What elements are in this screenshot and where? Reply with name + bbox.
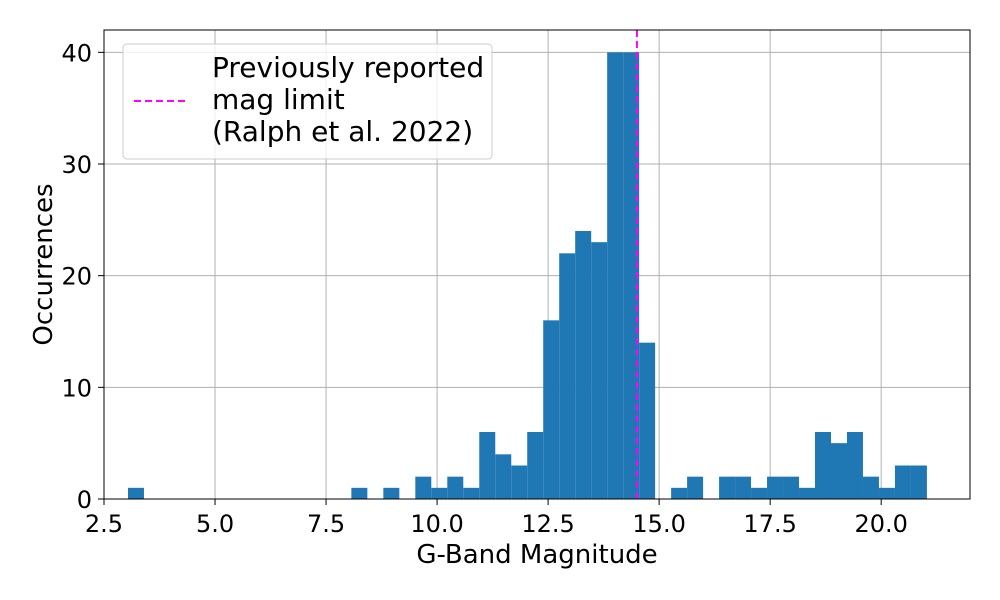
x-tick-label-1: 5.0: [196, 510, 234, 538]
histogram-bar-1: [351, 487, 368, 499]
histogram-bar-13: [575, 231, 592, 499]
legend-entry-line-3: (Ralph et al. 2022): [212, 115, 473, 148]
x-tick-label-6: 17.5: [743, 510, 796, 538]
histogram-bar-17: [639, 342, 656, 499]
histogram-bar-15: [607, 52, 624, 499]
y-axis-label: Occurrences: [29, 183, 59, 345]
histogram-bars: [127, 52, 927, 499]
histogram-bar-2: [383, 487, 400, 499]
x-tick-label-5: 15.0: [632, 510, 685, 538]
legend: Previously reported mag limit (Ralph et …: [122, 43, 493, 160]
y-tick-label-0: 0: [77, 486, 92, 514]
y-tick-label-3: 30: [61, 151, 92, 179]
y-tick-label-4: 40: [61, 39, 92, 67]
plot-frame: [103, 29, 971, 500]
histogram-bar-30: [878, 487, 895, 499]
histogram-bar-31: [894, 465, 911, 499]
histogram-bar-18: [671, 487, 688, 499]
legend-entry-line-2: mag limit: [212, 83, 345, 116]
y-tick-label-1: 10: [61, 374, 92, 402]
x-tick-label-4: 12.5: [521, 510, 574, 538]
axis-ticks: 2.5 5.0 7.5 10.0 12.5 15.0 17.5 20.0 0 10 20 30 40: [61, 39, 907, 538]
histogram-bar-10: [527, 432, 544, 499]
x-tick-label-7: 20.0: [854, 510, 907, 538]
histogram-bar-6: [463, 487, 480, 499]
x-tick-label-0: 2.5: [85, 510, 123, 538]
histogram-bar-16: [623, 52, 640, 499]
histogram-bar-26: [815, 432, 831, 499]
x-tick-label-2: 7.5: [307, 510, 345, 538]
histogram-bar-28: [846, 432, 863, 499]
histogram-bar-20: [719, 476, 736, 499]
y-tick-label-2: 20: [61, 263, 92, 291]
histogram-bar-12: [559, 253, 576, 499]
histogram-bar-11: [543, 320, 560, 499]
histogram-bar-22: [751, 487, 768, 499]
histogram-bar-21: [735, 476, 752, 499]
histogram-bar-27: [830, 443, 847, 499]
histogram-bar-29: [862, 476, 879, 499]
histogram-bar-0: [127, 487, 144, 499]
histogram-bar-24: [783, 476, 800, 499]
histogram-bar-4: [431, 487, 448, 499]
histogram-bar-23: [767, 476, 784, 499]
histogram-bar-25: [799, 487, 816, 499]
histogram-bar-19: [687, 476, 704, 499]
legend-entry-line-1: Previously reported: [212, 51, 484, 84]
histogram-bar-7: [479, 432, 496, 499]
histogram-bar-9: [511, 465, 528, 499]
x-axis-label: G-Band Magnitude: [416, 540, 657, 570]
histogram-bar-8: [495, 454, 512, 499]
histogram-bar-5: [447, 476, 464, 499]
x-tick-label-3: 10.0: [410, 510, 463, 538]
histogram-bar-14: [591, 242, 608, 499]
histogram-bar-3: [415, 476, 432, 499]
histogram-bar-32: [910, 465, 927, 499]
legend-box: [122, 43, 493, 160]
